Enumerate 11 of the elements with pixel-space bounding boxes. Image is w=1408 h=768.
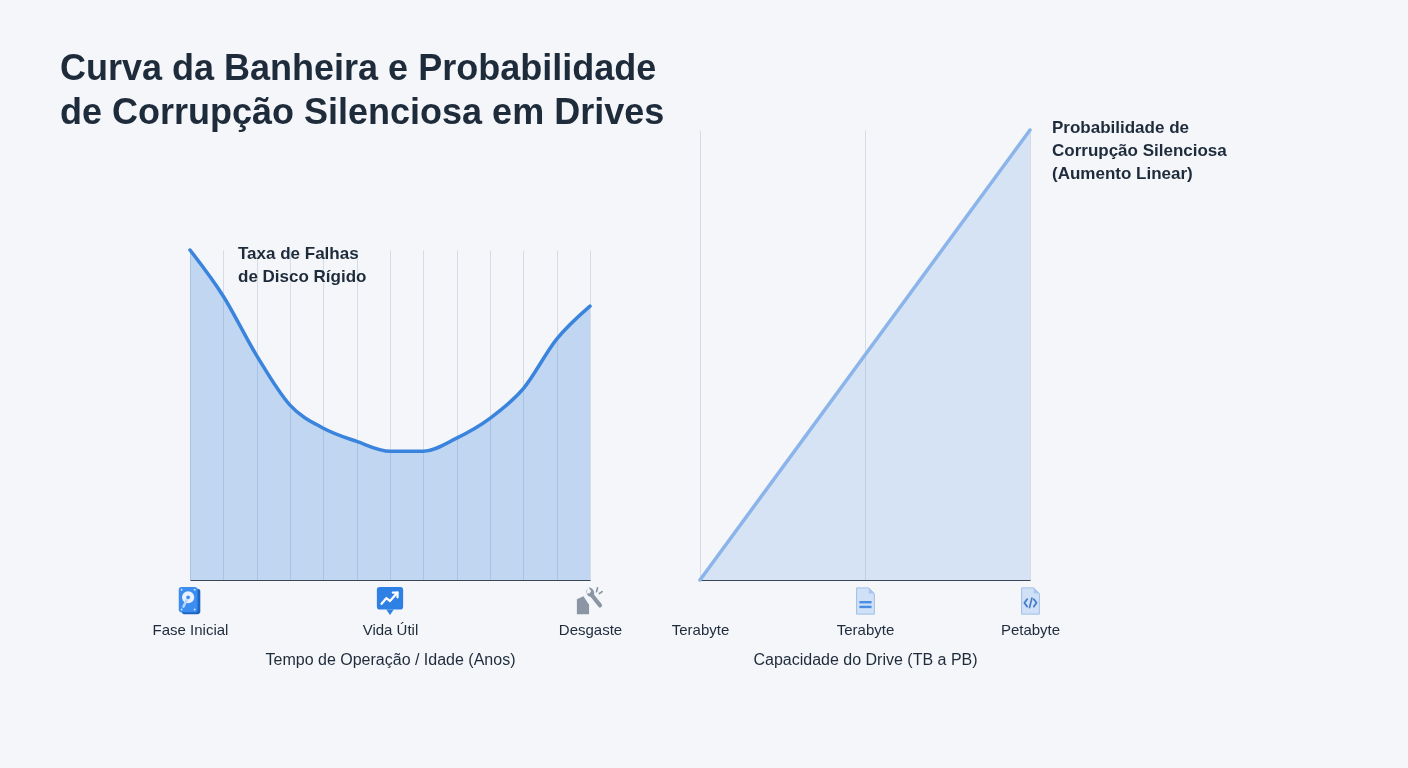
chart-title: Curva da Banheira e Probabilidade de Corrupção Silenciosa em Drives xyxy=(60,46,666,134)
x-tick-label: Terabyte xyxy=(836,620,895,638)
x-axis-title: Capacidade do Drive (TB a PB) xyxy=(753,650,978,668)
x-tick-label: Desgaste xyxy=(558,620,623,638)
series-label: Taxa de Falhas de Disco Rígido xyxy=(238,244,367,286)
x-tick-label: Petabyte xyxy=(1000,620,1061,638)
x-tick-label: Fase Inicial xyxy=(152,620,229,638)
series-label: Probabilidade de Corrupção Silenciosa (Aumento Linear) xyxy=(1052,118,1228,183)
x-axis-title: Tempo de Operação / Idade (Anos) xyxy=(265,650,516,668)
x-tick-label: Terabyte xyxy=(671,620,730,638)
x-tick-label: Vida Útil xyxy=(362,620,419,638)
